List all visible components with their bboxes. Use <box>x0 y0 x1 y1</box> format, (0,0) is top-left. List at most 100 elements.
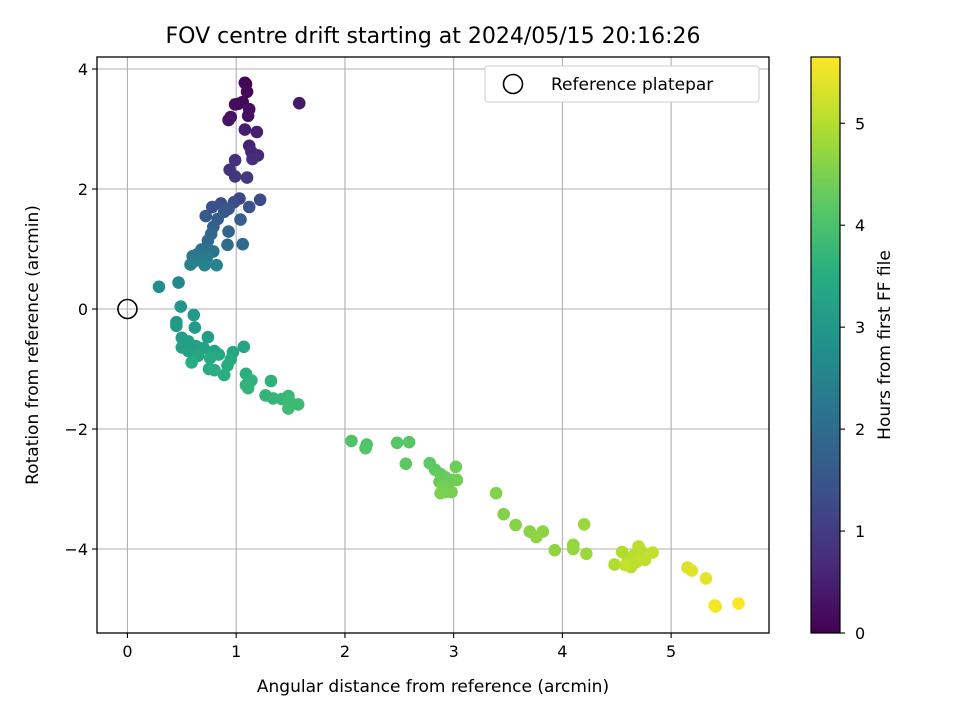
data-point <box>188 321 202 334</box>
data-point <box>634 543 647 557</box>
data-point <box>250 125 264 139</box>
data-point <box>242 200 256 214</box>
y-axis-label: Rotation from reference (arcmin) <box>23 205 43 485</box>
legend-entry-reference: Reference platepar <box>551 75 713 95</box>
data-point <box>264 374 278 388</box>
data-point <box>345 434 358 448</box>
data-point <box>445 485 458 499</box>
data-point <box>489 486 503 500</box>
plot-frame <box>96 56 770 634</box>
data-point <box>548 543 562 557</box>
data-point <box>182 344 195 358</box>
data-point <box>238 123 252 136</box>
colorbar-gradient <box>810 56 841 634</box>
x-axis-label: Angular distance from reference (arcmin) <box>257 677 609 697</box>
y-tick-label: 2 <box>78 180 88 199</box>
chart-title: FOV centre drift starting at 2024/05/15 … <box>166 24 701 49</box>
data-point <box>291 398 305 411</box>
x-tick-label: 3 <box>449 642 459 661</box>
data-point <box>497 507 510 521</box>
data-point <box>292 96 306 110</box>
data-points <box>152 76 745 613</box>
data-point <box>246 152 259 166</box>
x-tick-label: 2 <box>340 642 350 661</box>
data-point <box>399 457 413 471</box>
data-point <box>619 558 632 572</box>
data-point <box>236 237 250 251</box>
data-point <box>172 276 185 289</box>
data-point <box>450 473 464 487</box>
colorbar-ticks: 0 1 2 3 4 5 <box>840 114 865 643</box>
data-point <box>199 209 213 223</box>
data-point <box>241 109 255 123</box>
y-tick-label: 4 <box>78 60 88 79</box>
data-point <box>217 368 231 382</box>
x-tick-label: 5 <box>666 642 676 661</box>
data-point <box>170 319 183 333</box>
colorbar-tick-label: 0 <box>855 624 865 643</box>
y-tick-label: 0 <box>78 300 88 319</box>
data-point <box>184 258 197 271</box>
data-point <box>699 572 713 585</box>
grid-lines <box>97 57 769 633</box>
data-point <box>203 351 217 365</box>
data-point <box>228 98 242 111</box>
data-point <box>566 542 580 556</box>
y-tick-label: −4 <box>64 540 88 559</box>
x-tick-label: 4 <box>557 642 567 661</box>
colorbar-tick-label: 4 <box>855 216 865 235</box>
data-point <box>253 193 267 207</box>
x-tick-label: 0 <box>122 642 132 661</box>
x-tick-label: 1 <box>231 642 241 661</box>
data-point <box>732 597 745 610</box>
data-point <box>198 258 211 272</box>
data-point <box>237 340 251 354</box>
data-point <box>228 153 242 167</box>
data-point <box>530 530 543 544</box>
data-point <box>509 518 522 532</box>
reference-marker <box>117 298 138 320</box>
legend-box <box>484 65 760 103</box>
data-point <box>234 213 247 226</box>
legend: Reference platepar <box>484 65 760 103</box>
data-point <box>646 546 659 559</box>
colorbar-tick-label: 3 <box>855 318 865 337</box>
data-point <box>390 436 404 450</box>
data-point <box>187 308 201 322</box>
data-point <box>240 85 254 99</box>
data-point <box>577 518 591 531</box>
data-point <box>434 486 447 500</box>
data-point <box>222 225 235 238</box>
data-point <box>359 441 372 455</box>
data-point <box>240 171 254 184</box>
y-axis-ticks: −4 −2 0 2 4 <box>64 60 97 559</box>
colorbar-label: Hours from first FF file <box>875 250 895 440</box>
data-point <box>205 200 219 214</box>
data-point <box>174 300 188 313</box>
data-point <box>241 381 255 395</box>
data-point <box>282 402 295 415</box>
data-point <box>221 359 234 372</box>
data-point <box>402 435 416 449</box>
data-point <box>152 280 166 294</box>
data-point <box>201 330 215 344</box>
data-point <box>580 547 593 561</box>
data-point <box>685 564 699 577</box>
data-point <box>449 460 463 474</box>
data-point <box>210 258 223 272</box>
legend-reference-icon <box>502 73 524 95</box>
colorbar-tick-label: 2 <box>855 420 865 439</box>
data-point <box>221 238 234 252</box>
y-tick-label: −2 <box>64 420 88 439</box>
data-point <box>208 363 221 377</box>
data-point <box>222 113 235 127</box>
data-point <box>708 599 721 612</box>
data-point <box>228 170 242 183</box>
data-point <box>185 356 198 369</box>
colorbar: 0 1 2 3 4 5 Hours from first FF file <box>810 56 895 643</box>
data-point <box>608 558 621 571</box>
colorbar-tick-label: 1 <box>855 522 865 541</box>
x-axis-ticks: 0 1 2 3 4 5 <box>122 633 676 661</box>
colorbar-tick-label: 5 <box>855 114 865 133</box>
